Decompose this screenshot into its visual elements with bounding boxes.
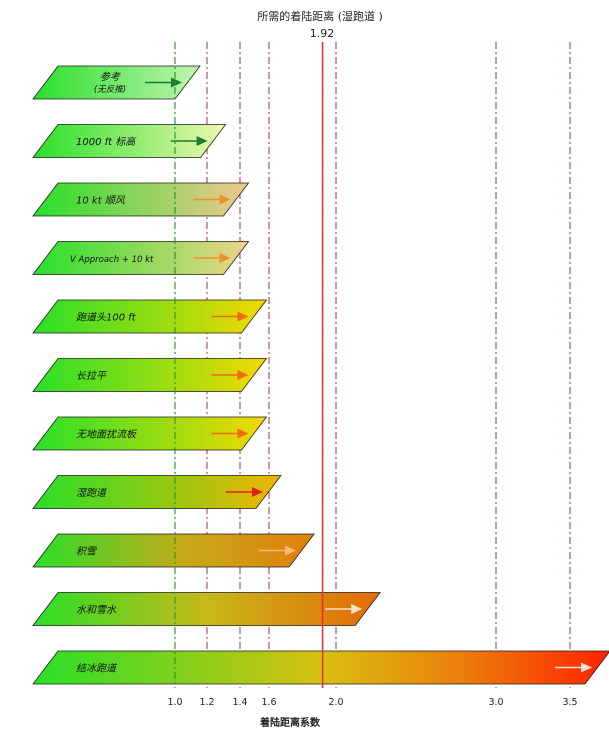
bar-row: 1000 ft 标高 <box>32 124 227 158</box>
bar <box>32 182 250 217</box>
bar-label: V Approach + 10 kt <box>70 255 154 265</box>
arrow-head-icon <box>237 428 249 439</box>
bar <box>32 475 282 509</box>
arrow-head-icon <box>196 136 208 146</box>
x-axis-label: 着陆距离系数 <box>259 716 321 729</box>
bar <box>32 650 609 685</box>
x-tick-label: 1.6 <box>261 697 276 708</box>
marker-label: 1.92 <box>310 27 335 40</box>
reference-lines <box>174 42 324 688</box>
bar-label: 1000 ft 标高 <box>76 136 137 148</box>
arrow-head-icon <box>219 194 231 205</box>
arrow-head-icon <box>351 604 363 614</box>
x-tick-label: 2.0 <box>328 697 343 708</box>
bar-label: 无地面扰流板 <box>76 429 138 441</box>
bar-label: 水和雪水 <box>76 604 117 616</box>
arrow-head-icon <box>237 370 249 380</box>
bar-label: 跑道头100 ft <box>76 312 137 324</box>
bar-label: 湿跑道 <box>76 487 108 499</box>
bar-label: 结冰跑道 <box>76 663 118 675</box>
x-tick-label: 1.2 <box>199 697 214 708</box>
bar <box>32 65 201 100</box>
arrow-head-icon <box>581 662 592 673</box>
x-tick-label: 3.5 <box>562 697 577 708</box>
arrow-head-icon <box>219 253 231 263</box>
bar-row: 10 kt 顺风 <box>32 182 250 217</box>
bar-label: 10 kt 顺风 <box>76 195 126 207</box>
bar-row: 跑道头100 ft <box>32 299 268 334</box>
bar <box>32 241 250 275</box>
arrow-head-icon <box>251 487 263 497</box>
bar-row: 湿跑道 <box>32 475 282 509</box>
x-tick-label: 1.4 <box>232 697 247 708</box>
bar-sublabel: (无反推) <box>94 84 126 95</box>
bar <box>32 533 315 568</box>
arrow-head-icon <box>285 545 297 556</box>
bar-row: 积雪 <box>32 533 315 568</box>
bars: 参考(无反推) 1000 ft 标高 10 kt 顺风 V Approach + 10… <box>32 65 609 685</box>
bar-row: V Approach + 10 kt <box>32 241 250 275</box>
arrow-head-icon <box>237 311 249 322</box>
bar <box>32 358 268 392</box>
bar <box>32 416 268 451</box>
x-tick-label: 1.0 <box>167 697 182 708</box>
x-axis-ticks: 1.0 1.2 1.4 1.6 2.0 3.0 3.5 <box>167 697 577 708</box>
bar <box>32 592 382 626</box>
x-tick-label: 3.0 <box>488 697 503 708</box>
bar <box>32 124 227 158</box>
arrow-head-icon <box>171 77 182 88</box>
bar-row: 长拉平 <box>32 358 268 392</box>
bar-label: 积雪 <box>76 546 97 558</box>
bar-row: 结冰跑道 <box>32 650 609 685</box>
bar-row: 无地面扰流板 <box>32 416 268 451</box>
chart-title: 所需的着陆距离 (湿跑道 ) <box>257 9 383 23</box>
bar <box>32 299 268 334</box>
bar-row: 水和雪水 <box>32 592 382 626</box>
bar-label: 参考 <box>100 71 121 83</box>
bar-label: 长拉平 <box>76 370 107 382</box>
bar-row: 参考(无反推) <box>32 65 201 100</box>
